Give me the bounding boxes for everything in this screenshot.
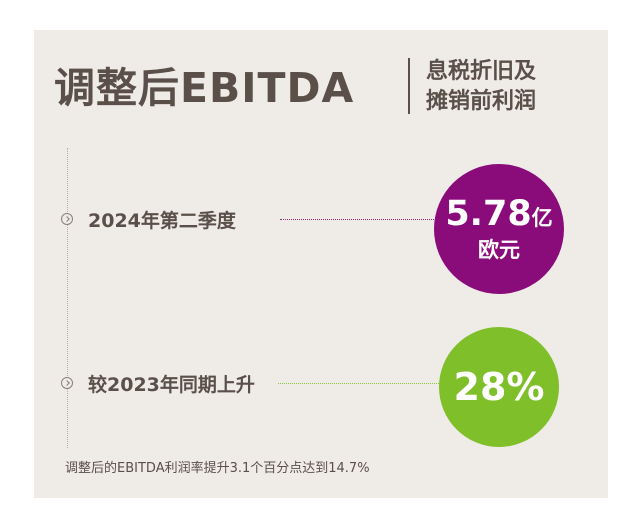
row-label-growth: 较2023年同期上升 [88,374,255,396]
infographic-card: 调整后EBITDA 息税折旧及 摊销前利润 2024年第二季度 5.78亿 欧元… [34,30,608,498]
ebitda-currency: 欧元 [478,238,520,262]
page-subtitle: 息税折旧及 摊销前利润 [426,57,536,117]
ebitda-value-line: 5.78亿 [434,194,564,238]
page-title: 调整后EBITDA [54,64,355,112]
ebitda-value: 5.78 [445,194,532,234]
subtitle-line-1: 息税折旧及 [426,59,537,84]
chevron-right-circle-icon [61,377,73,389]
row-label-quarter: 2024年第二季度 [88,210,236,232]
timeline-line [67,148,68,448]
chevron-right-circle-icon [61,213,73,225]
subtitle-line-2: 摊销前利润 [426,89,537,114]
growth-value: 28% [453,365,545,409]
leader-line-2 [278,383,439,384]
value-circle-growth: 28% [439,327,559,447]
ebitda-unit-inline: 亿 [531,206,553,230]
title-divider [408,58,410,114]
leader-line-1 [280,219,434,220]
value-circle-ebitda: 5.78亿 欧元 [434,164,564,294]
footnote: 调整后的EBITDA利润率提升3.1个百分点达到14.7% [65,461,370,476]
